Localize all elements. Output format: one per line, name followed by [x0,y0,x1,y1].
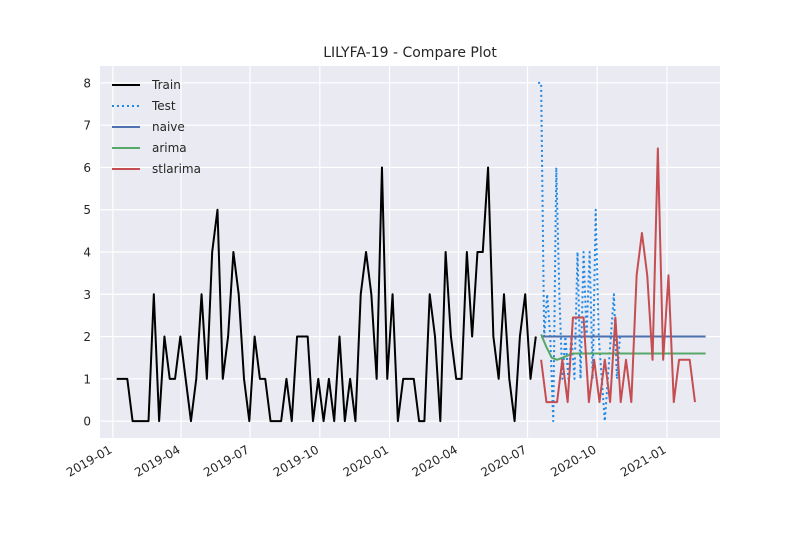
series-line-stlarima [540,147,696,404]
series-line-train [116,166,537,423]
chart-title: LILYFA-19 - Compare Plot [323,45,497,61]
legend: Train Test naive arima stlarima [112,78,201,176]
legend-label-naive: naive [152,120,185,134]
series-layer [116,81,706,423]
y-tick-label: 2 [83,330,91,344]
legend-label-arima: arima [152,141,187,155]
y-axis-ticks: 0 1 2 3 4 5 6 7 8 [83,76,91,428]
y-tick-label: 0 [83,415,91,429]
y-tick-label: 5 [83,203,91,217]
y-tick-label: 7 [83,119,91,133]
y-tick-label: 3 [83,288,91,302]
legend-label-train: Train [151,78,181,92]
y-tick-label: 1 [83,372,91,386]
legend-label-stlarima: stlarima [152,162,201,176]
y-tick-label: 6 [83,161,91,175]
y-tick-label: 8 [83,76,91,90]
legend-label-test: Test [151,99,176,113]
y-tick-label: 4 [83,246,91,260]
series-line-arima [540,334,706,361]
